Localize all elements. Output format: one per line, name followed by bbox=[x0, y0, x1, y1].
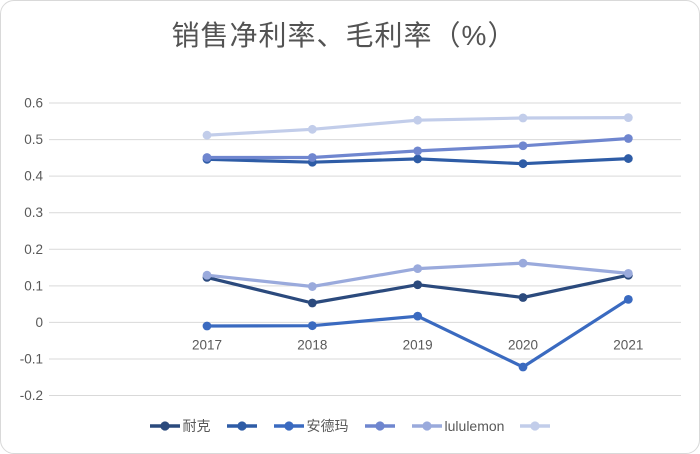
y-axis-tick-label: 0.1 bbox=[24, 278, 43, 293]
data-point-marker bbox=[202, 321, 212, 331]
data-point-marker bbox=[307, 298, 317, 308]
data-point-marker bbox=[307, 321, 317, 331]
legend-marker-icon bbox=[273, 421, 304, 431]
legend-label: lululemon bbox=[444, 418, 505, 434]
y-axis-tick-label: 0.4 bbox=[24, 169, 43, 184]
legend-item-1: 耐克 bbox=[149, 416, 211, 436]
y-axis-tick-label: 0.3 bbox=[24, 205, 43, 220]
data-point-marker bbox=[307, 153, 317, 162]
data-point-marker bbox=[518, 141, 528, 151]
data-point-marker bbox=[518, 258, 528, 268]
legend-label: 耐克 bbox=[182, 418, 211, 434]
y-axis-tick-label: 0.2 bbox=[24, 242, 43, 257]
y-axis-tick-label: -0.1 bbox=[20, 351, 43, 366]
legend-marker-icon bbox=[364, 421, 395, 431]
data-point-marker bbox=[202, 153, 212, 162]
data-point-marker bbox=[202, 270, 212, 280]
legend-item-6 bbox=[519, 420, 551, 432]
data-point-marker bbox=[413, 146, 423, 156]
data-point-marker bbox=[413, 311, 423, 321]
legend-label: 安德玛 bbox=[306, 418, 349, 434]
legend-marker-icon bbox=[226, 421, 257, 431]
data-point-marker bbox=[518, 293, 528, 302]
legend-item-5: lululemon bbox=[411, 418, 505, 434]
data-point-marker bbox=[518, 159, 528, 169]
data-point-marker bbox=[518, 113, 528, 123]
legend-marker-icon bbox=[411, 421, 442, 431]
x-axis-tick-label: 2020 bbox=[508, 337, 538, 352]
data-point-marker bbox=[307, 282, 317, 291]
legend-item-2 bbox=[226, 420, 258, 432]
data-point-marker bbox=[413, 264, 423, 274]
data-point-marker bbox=[413, 154, 423, 164]
chart-legend: 耐克 安德玛 lululemon bbox=[1, 414, 699, 438]
data-point-marker bbox=[202, 130, 212, 140]
data-point-marker bbox=[413, 280, 423, 290]
x-axis-tick-label: 2019 bbox=[403, 337, 433, 352]
data-point-marker bbox=[413, 115, 423, 125]
y-axis-tick-label: 0.5 bbox=[24, 132, 43, 147]
y-axis-tick-label: 0 bbox=[35, 315, 43, 330]
y-axis-tick-label: -0.2 bbox=[20, 388, 43, 403]
data-point-marker bbox=[623, 268, 633, 278]
x-axis-tick-label: 2018 bbox=[297, 337, 327, 352]
data-point-marker bbox=[623, 134, 633, 143]
legend-marker-icon bbox=[520, 421, 551, 431]
chart-title: 销售净利率、毛利率（%） bbox=[171, 20, 517, 51]
data-point-marker bbox=[518, 362, 528, 372]
series-line-3 bbox=[205, 297, 630, 369]
x-axis-tick-label: 2021 bbox=[613, 337, 643, 352]
legend-item-4 bbox=[364, 420, 396, 432]
data-point-marker bbox=[623, 294, 633, 304]
legend-marker-icon bbox=[149, 421, 180, 431]
y-axis-tick-label: 0.6 bbox=[24, 96, 43, 111]
data-point-marker bbox=[307, 124, 317, 134]
data-point-marker bbox=[623, 113, 633, 123]
data-point-marker bbox=[623, 154, 633, 163]
x-axis-tick-label: 2017 bbox=[192, 337, 222, 352]
legend-item-3: 安德玛 bbox=[273, 416, 349, 436]
